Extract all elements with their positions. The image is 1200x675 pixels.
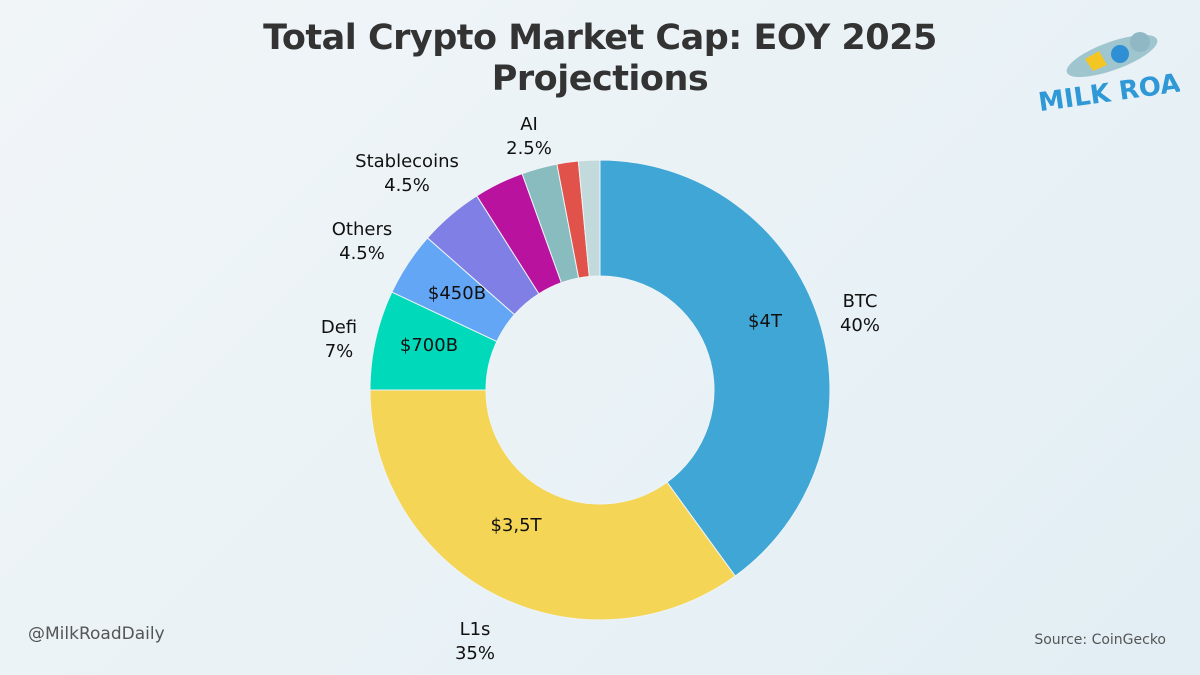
slice-value-label-others: $450B xyxy=(428,283,486,304)
slice-percent: 35% xyxy=(455,643,495,664)
slice-btc xyxy=(599,159,831,577)
slice-percent: 40% xyxy=(840,315,880,336)
slice-percent: 4.5% xyxy=(339,243,385,264)
source-note: Source: CoinGecko xyxy=(1034,632,1166,648)
slice-label-defi: Defi 7% xyxy=(321,317,357,362)
milk-road-logo: MILK ROAD xyxy=(1030,14,1200,118)
slice-name: BTC xyxy=(843,291,878,312)
slice-value-label-defi: $700B xyxy=(400,335,458,356)
slice-name: Defi xyxy=(321,317,357,338)
slice-name: L1s xyxy=(460,619,491,640)
slice-label-others: Others 4.5% xyxy=(332,219,393,264)
slice-percent: 2.5% xyxy=(506,138,552,159)
slice-name: AI xyxy=(520,114,538,135)
chart-title: Total Crypto Market Cap: EOY 2025 Projec… xyxy=(0,18,1200,100)
slice-percent: 4.5% xyxy=(384,175,430,196)
twitter-handle: @MilkRoadDaily xyxy=(28,624,165,644)
svg-text:MILK ROAD: MILK ROAD xyxy=(1037,66,1180,114)
chart-title-line-2: Projections xyxy=(491,59,709,99)
slice-label-l1s: L1s 35% xyxy=(455,619,495,664)
slice-l1s xyxy=(369,389,736,621)
slice-label-btc: BTC 40% xyxy=(840,291,880,336)
slice-label-stablecoins: Stablecoins 4.5% xyxy=(355,151,459,196)
slice-unlabeled-8 xyxy=(577,159,601,278)
slice-name: Others xyxy=(332,219,393,240)
slice-value-label-l1s: $3,5T xyxy=(490,515,542,536)
slice-value-label-btc: $4T xyxy=(748,311,783,332)
slice-percent: 7% xyxy=(325,341,354,362)
slice-label-ai: AI 2.5% xyxy=(506,114,552,159)
slice-name: Stablecoins xyxy=(355,151,459,172)
chart-title-line-1: Total Crypto Market Cap: EOY 2025 xyxy=(263,18,937,58)
